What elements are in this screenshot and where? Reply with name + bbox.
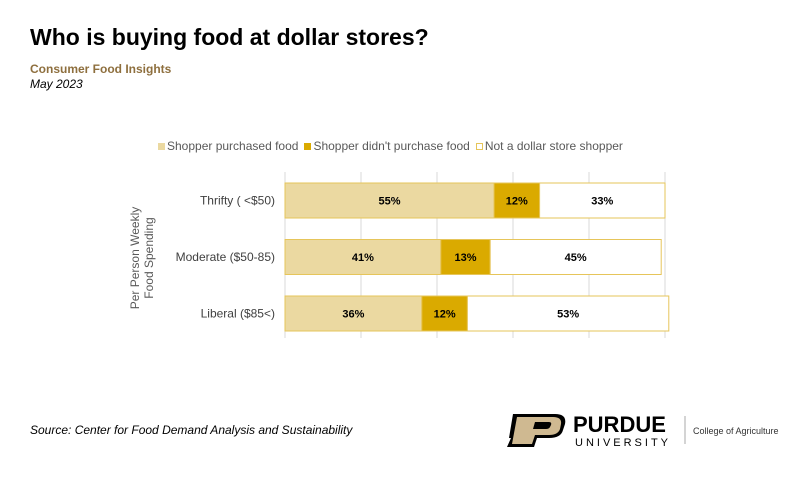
data-label: 36% bbox=[342, 309, 364, 321]
legend-label: Shopper didn't purchase food bbox=[313, 139, 470, 153]
bar-segment bbox=[489, 239, 662, 275]
y-axis-label: Per Person WeeklyFood Spending bbox=[128, 207, 156, 310]
legend-swatch bbox=[158, 142, 165, 150]
logo-name: PURDUE bbox=[573, 412, 666, 437]
bar-segment bbox=[466, 295, 670, 332]
data-label: 13% bbox=[454, 252, 476, 264]
college-name: College of Agriculture bbox=[693, 426, 779, 436]
legend-label: Shopper purchased food bbox=[167, 139, 299, 153]
bar-segment bbox=[539, 182, 666, 219]
page-title: Who is buying food at dollar stores? bbox=[30, 24, 429, 50]
legend-item: Shopper purchased food bbox=[158, 139, 298, 153]
legend-swatch bbox=[304, 142, 312, 150]
subtitle: Consumer Food Insights bbox=[30, 62, 172, 76]
bar-segment bbox=[440, 239, 491, 275]
legend-swatch bbox=[475, 142, 483, 150]
source-note: Source: Center for Food Demand Analysis … bbox=[30, 423, 353, 437]
bar-segment bbox=[284, 295, 423, 332]
category-label: Moderate ($50-85) bbox=[176, 250, 275, 264]
date: May 2023 bbox=[30, 77, 83, 91]
logo-sub: UNIVERSITY bbox=[575, 437, 671, 449]
bar-segment bbox=[493, 182, 541, 219]
category-label: Thrifty ( <$50) bbox=[200, 194, 275, 208]
data-label: 12% bbox=[434, 309, 456, 321]
data-label: 53% bbox=[557, 309, 579, 321]
data-label: 45% bbox=[565, 252, 587, 264]
data-label: 41% bbox=[352, 252, 374, 264]
data-label: 33% bbox=[591, 196, 613, 208]
bar-segment bbox=[284, 239, 442, 275]
category-label: Liberal ($85<) bbox=[201, 307, 275, 321]
data-label: 12% bbox=[506, 196, 528, 208]
purdue-logo: PURDUE UNIVERSITY College of Agriculture bbox=[507, 412, 779, 449]
legend-item: Not a dollar store shopper bbox=[475, 139, 623, 153]
data-label: 55% bbox=[378, 196, 400, 208]
legend: Shopper purchased food Shopper didn't pu… bbox=[158, 139, 623, 153]
legend-item: Shopper didn't purchase food bbox=[304, 139, 470, 153]
legend-label: Not a dollar store shopper bbox=[484, 139, 623, 153]
